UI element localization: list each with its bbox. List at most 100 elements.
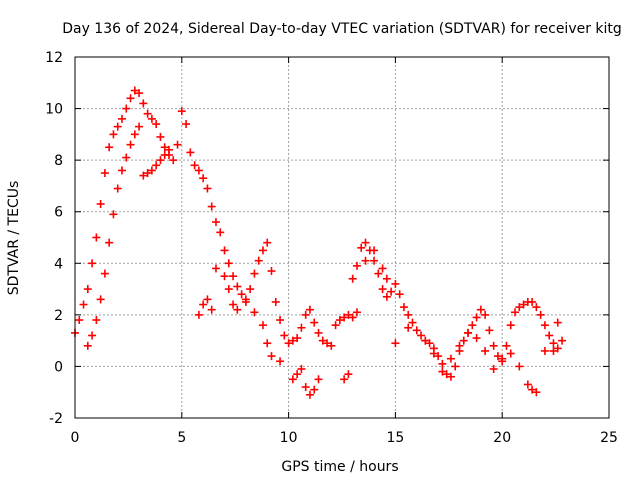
- data-point: [160, 150, 169, 159]
- data-point: [220, 272, 229, 281]
- axis-ticks: 0 5 10 15 20 25 -2 0 2 4 6 8 10 12: [45, 50, 618, 446]
- data-point: [250, 269, 259, 278]
- data-point: [335, 316, 344, 325]
- data-point: [314, 375, 323, 384]
- data-point: [532, 388, 541, 397]
- data-point: [271, 297, 280, 306]
- data-point: [199, 174, 208, 183]
- data-point: [177, 107, 186, 116]
- data-point: [305, 390, 314, 399]
- plot-frame: [74, 56, 610, 419]
- data-point: [211, 264, 220, 273]
- data-point: [310, 318, 319, 327]
- data-point: [468, 321, 477, 330]
- data-point: [237, 290, 246, 299]
- data-point: [429, 349, 438, 358]
- data-point: [515, 362, 524, 371]
- y-tick-label: 12: [45, 50, 63, 66]
- data-point: [301, 383, 310, 392]
- data-point: [83, 285, 92, 294]
- x-tick-label: 20: [493, 430, 511, 446]
- data-point: [122, 104, 131, 113]
- data-point: [203, 295, 212, 304]
- data-point: [549, 339, 558, 348]
- data-point: [194, 166, 203, 175]
- data-point: [489, 341, 498, 350]
- chart-title: Day 136 of 2024, Sidereal Day-to-day VTE…: [62, 21, 622, 37]
- data-point: [327, 341, 336, 350]
- data-point: [100, 169, 109, 178]
- data-point: [455, 341, 464, 350]
- y-tick-label: 0: [54, 359, 63, 375]
- data-point: [139, 99, 148, 108]
- data-point: [553, 318, 562, 327]
- data-point: [220, 246, 229, 255]
- data-point: [417, 331, 426, 340]
- data-point: [498, 354, 507, 363]
- data-point: [523, 380, 532, 389]
- data-point: [489, 365, 498, 374]
- data-point: [160, 143, 169, 152]
- data-point: [113, 122, 122, 131]
- data-point: [472, 334, 481, 343]
- data-point: [357, 243, 366, 252]
- data-point: [318, 336, 327, 345]
- data-point: [229, 300, 238, 309]
- data-point: [126, 140, 135, 149]
- data-point: [476, 305, 485, 314]
- data-point: [88, 259, 97, 268]
- data-point: [139, 171, 148, 180]
- y-tick-label: 2: [54, 308, 63, 324]
- data-point: [545, 331, 554, 340]
- data-point: [241, 295, 250, 304]
- y-tick-label: 8: [54, 153, 63, 169]
- data-point: [75, 316, 84, 325]
- y-tick-label: 6: [54, 205, 63, 221]
- data-point: [549, 346, 558, 355]
- data-marks: [71, 86, 567, 399]
- data-point: [464, 328, 473, 337]
- data-point: [199, 300, 208, 309]
- data-point: [361, 238, 370, 247]
- data-point: [117, 166, 126, 175]
- data-point: [293, 334, 302, 343]
- data-point: [190, 161, 199, 170]
- data-point: [284, 339, 293, 348]
- data-point: [297, 323, 306, 332]
- data-point: [331, 321, 340, 330]
- data-point: [305, 305, 314, 314]
- data-point: [164, 145, 173, 154]
- data-point: [267, 352, 276, 361]
- data-point: [352, 261, 361, 270]
- data-point: [528, 385, 537, 394]
- x-tick-label: 10: [280, 430, 298, 446]
- data-point: [361, 256, 370, 265]
- data-point: [438, 359, 447, 368]
- data-point: [348, 313, 357, 322]
- data-point: [92, 233, 101, 242]
- data-point: [293, 370, 302, 379]
- data-point: [280, 331, 289, 340]
- data-point: [382, 274, 391, 283]
- data-point: [263, 238, 272, 247]
- data-point: [211, 218, 220, 227]
- data-point: [267, 267, 276, 276]
- data-point: [92, 316, 101, 325]
- data-point: [109, 210, 118, 219]
- data-point: [109, 130, 118, 139]
- data-point: [186, 148, 195, 157]
- data-point: [263, 339, 272, 348]
- data-point: [528, 297, 537, 306]
- data-point: [147, 114, 156, 123]
- data-point: [481, 346, 490, 355]
- data-point: [79, 300, 88, 309]
- data-point: [276, 357, 285, 366]
- data-point: [370, 246, 379, 255]
- data-point: [374, 269, 383, 278]
- data-point: [391, 279, 400, 288]
- data-point: [399, 303, 408, 312]
- data-point: [446, 354, 455, 363]
- data-point: [233, 305, 242, 314]
- data-point: [352, 308, 361, 317]
- data-point: [323, 339, 332, 348]
